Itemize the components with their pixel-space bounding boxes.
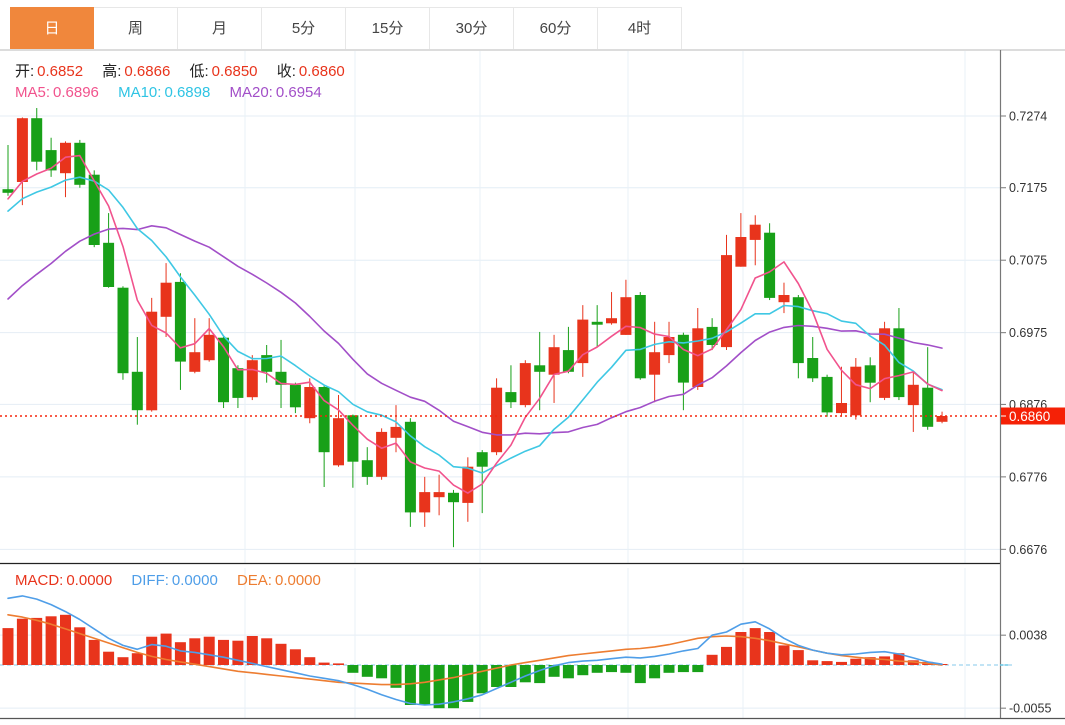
low-value: 0.6850 [211, 63, 258, 80]
low-label: 低: [189, 63, 209, 80]
ma10-value: 0.6898 [164, 84, 211, 101]
open-value: 0.6852 [37, 63, 84, 80]
ma10-label: MA10: [118, 84, 162, 101]
ma5-label: MA5: [15, 84, 51, 101]
diff-label: DIFF: [131, 572, 169, 589]
timeframe-toolbar: 日周月 5分 15分 30分 60分 4时 [0, 0, 1065, 50]
macd-panel [2, 595, 948, 709]
macd-readout: MACD: 0.0000 DIFF: 0.0000 DEA: 0.0000 [15, 572, 336, 589]
dea-label: DEA: [236, 572, 272, 589]
ma5-value: 0.6896 [53, 84, 99, 101]
ma20-label: MA20: [229, 84, 273, 101]
svg-text:-0.0055: -0.0055 [1009, 702, 1051, 716]
close-label: 收: [276, 63, 296, 80]
y-axis: 0.72740.71750.70750.69750.68760.67760.66… [1000, 110, 1051, 716]
ma-lines [7, 154, 943, 494]
svg-text:0.0038: 0.0038 [1009, 629, 1047, 643]
macd-label: MACD: [15, 572, 64, 589]
tab-timeframe-4[interactable]: 15分 [346, 7, 430, 49]
tab-timeframe-1[interactable]: 周 [94, 7, 178, 49]
diff-value: 0.0000 [171, 572, 218, 589]
axis-frame [0, 50, 1065, 720]
tab-timeframe-5[interactable]: 30分 [430, 7, 514, 49]
high-value: 0.6866 [124, 63, 171, 80]
svg-text:0.7175: 0.7175 [1009, 181, 1047, 195]
high-label: 高: [102, 63, 122, 80]
svg-text:0.6975: 0.6975 [1009, 326, 1047, 340]
ma20-value: 0.6954 [275, 84, 322, 101]
ohlc-readout: 开: 0.6852 高: 0.6866 低: 0.6850 收: 0.6860 [15, 60, 360, 81]
dea-value: 0.0000 [274, 572, 321, 589]
candlesticks [2, 108, 948, 548]
svg-text:0.6776: 0.6776 [1009, 470, 1047, 484]
svg-text:0.7075: 0.7075 [1009, 254, 1047, 268]
svg-text:0.6860: 0.6860 [1009, 409, 1050, 424]
macd-value: 0.0000 [66, 572, 113, 589]
svg-text:0.6676: 0.6676 [1009, 543, 1047, 557]
tab-timeframe-3[interactable]: 5分 [262, 7, 346, 49]
open-label: 开: [15, 63, 35, 80]
tab-timeframe-6[interactable]: 60分 [514, 7, 598, 49]
svg-text:0.7274: 0.7274 [1009, 110, 1047, 124]
tab-timeframe-0[interactable]: 日 [10, 7, 94, 49]
close-value: 0.6860 [298, 63, 345, 80]
tab-timeframe-7[interactable]: 4时 [598, 7, 682, 49]
last-price-tag: 0.6860 [1001, 407, 1065, 425]
tab-timeframe-2[interactable]: 月 [178, 7, 262, 49]
ma-readout: MA5: 0.6896 MA10: 0.6898 MA20: 0.6954 [15, 84, 337, 101]
